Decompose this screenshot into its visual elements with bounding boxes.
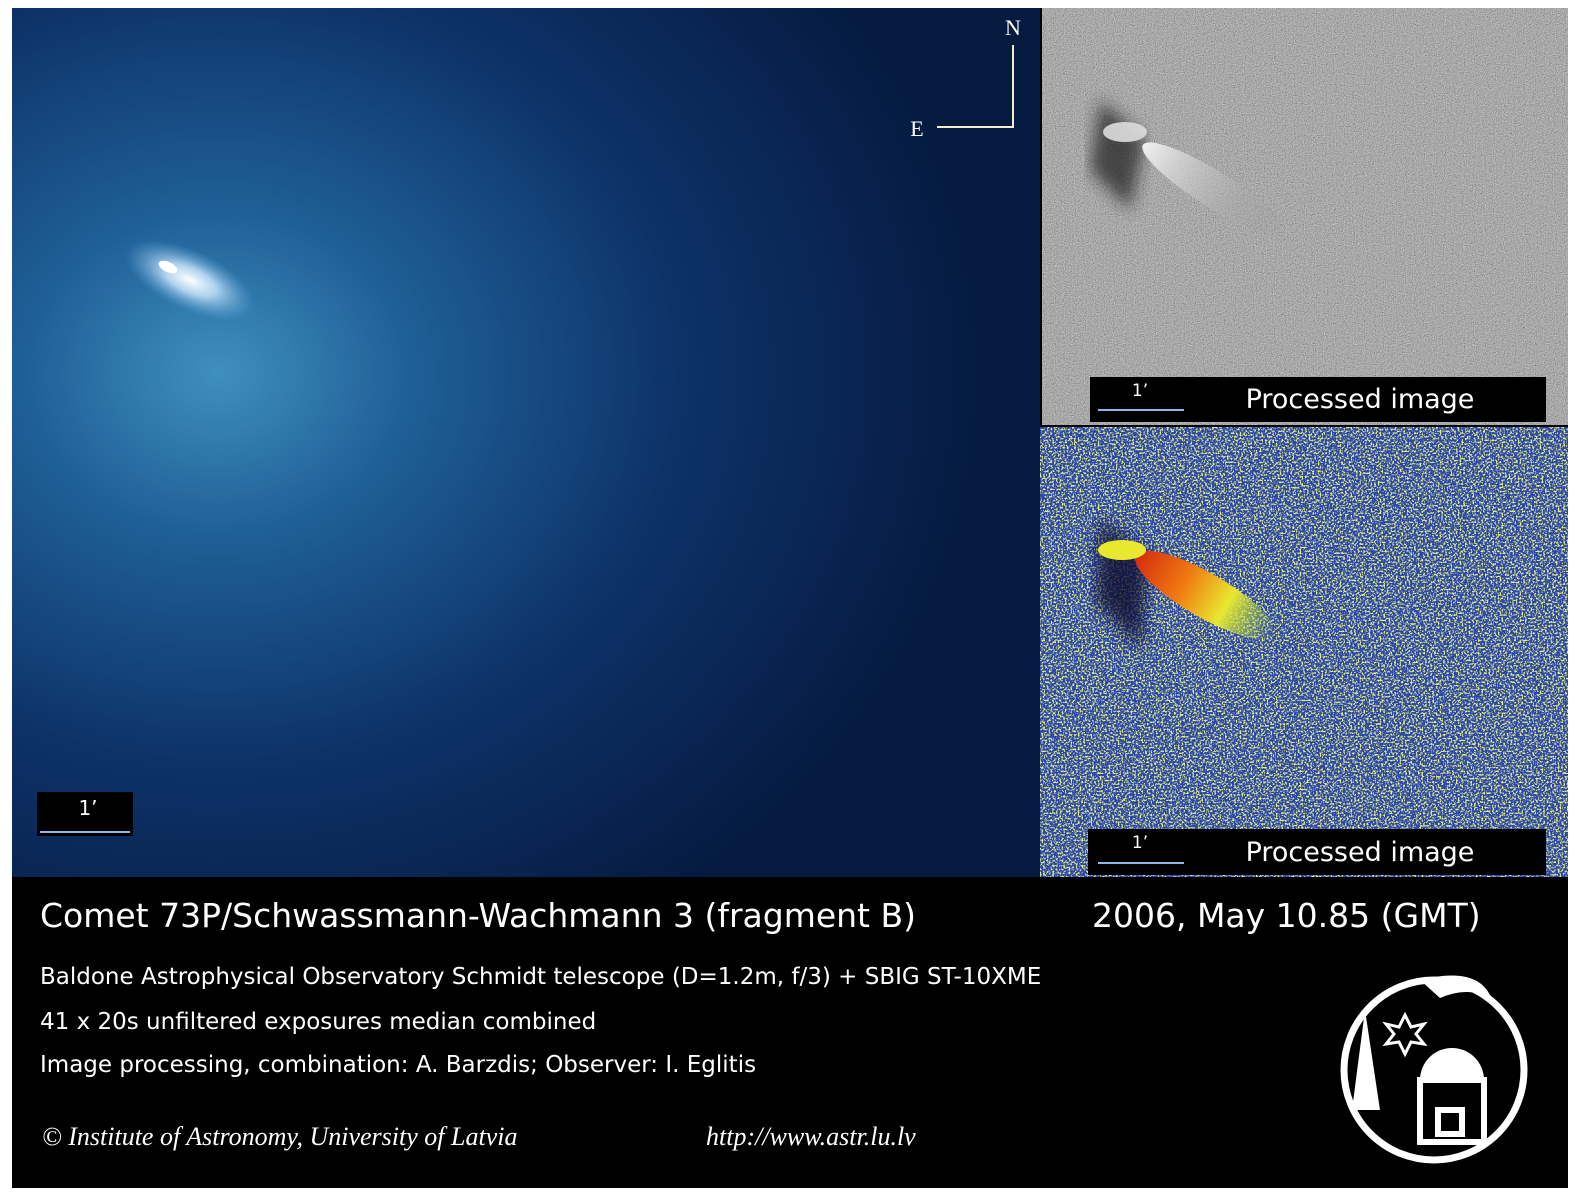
compass-east: E	[910, 116, 923, 141]
copyright: © Institute of Astronomy, University of …	[42, 1122, 517, 1151]
caption-line: 41 x 20s unfiltered exposures median com…	[40, 1009, 596, 1035]
compass-north: N	[1005, 15, 1021, 40]
comet-poster: N E 1’ 1’ Processed image 1’ Processed i…	[0, 0, 1585, 1199]
main-image: N E 1’	[12, 8, 1040, 877]
fan	[1098, 540, 1146, 560]
panel-caption: Processed image	[1246, 837, 1475, 868]
speckles	[1040, 427, 1568, 877]
scale-label: 1’	[1132, 833, 1148, 853]
scale-label: 1’	[1132, 381, 1148, 401]
processed-panel-gray: 1’ Processed image	[1042, 8, 1568, 425]
processed-panel-color: 1’ Processed image	[1040, 427, 1568, 877]
coma	[12, 8, 1040, 877]
scale-label: 1’	[78, 796, 97, 820]
panel-caption: Processed image	[1246, 384, 1475, 415]
noise-field	[1042, 8, 1568, 425]
caption-line: Baldone Astrophysical Observatory Schmid…	[40, 964, 1041, 990]
date: 2006, May 10.85 (GMT)	[1092, 896, 1481, 935]
caption-line: Image processing, combination: A. Barzdi…	[40, 1052, 756, 1078]
fan	[1103, 122, 1147, 142]
url: http://www.astr.lu.lv	[706, 1122, 916, 1151]
page: N E 1’ 1’ Processed image 1’ Processed i…	[0, 0, 1585, 1199]
title: Comet 73P/Schwassmann-Wachmann 3 (fragme…	[40, 896, 916, 935]
